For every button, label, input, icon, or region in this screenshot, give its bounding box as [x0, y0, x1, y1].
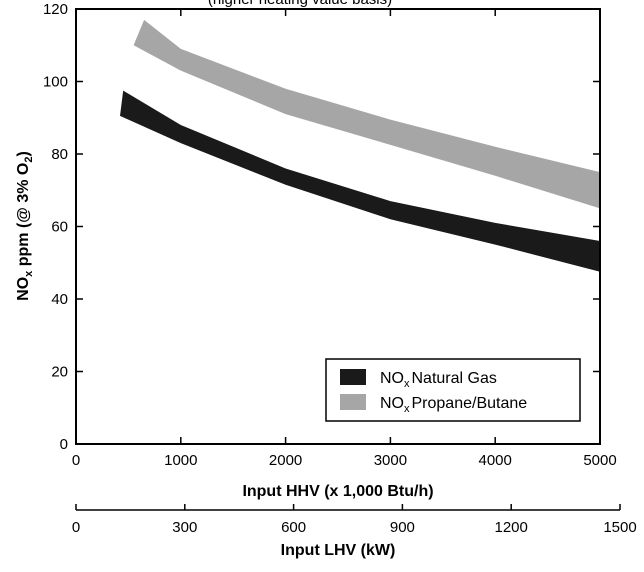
- legend-label-natural-gas: NOx Natural Gas: [380, 370, 497, 390]
- y-tick-label: 0: [60, 436, 68, 453]
- y-tick-label: 40: [51, 291, 68, 308]
- legend-box: [325, 358, 581, 422]
- y-tick-label: 60: [51, 219, 68, 236]
- x2-tick-label: 0: [72, 519, 80, 536]
- x2-tick-label: 900: [390, 519, 415, 536]
- x-tick-label: 5000: [583, 452, 616, 469]
- x-tick-label: 4000: [479, 452, 512, 469]
- x-axis-title: Input HHV (x 1,000 Btu/h): [242, 483, 433, 500]
- legend: NOx Natural Gas NOx Propane/Butane: [325, 358, 581, 422]
- y-tick-label: 80: [51, 146, 68, 163]
- y-axis: 0 20 40 60 80 100 120: [43, 1, 600, 453]
- x2-tick-label: 1500: [603, 519, 636, 536]
- x-tick-label: 1000: [164, 452, 197, 469]
- x2-tick-label: 300: [172, 519, 197, 536]
- x2-tick-label: 600: [281, 519, 306, 536]
- legend-swatch-natural-gas: [340, 369, 366, 385]
- x2-axis-title: Input LHV (kW): [281, 542, 396, 559]
- y-axis-title: NOx ppm (@ 3% O2): [15, 151, 35, 301]
- x2-tick-label: 1200: [495, 519, 528, 536]
- x-tick-label: 2000: [269, 452, 302, 469]
- band-layer: [120, 19, 600, 272]
- x-tick-label: 0: [72, 452, 80, 469]
- secondary-x-axis: 0 300 600 900 1200 1500: [72, 504, 637, 536]
- band-propane-butane: [133, 19, 600, 209]
- legend-swatch-propane-butane: [340, 394, 366, 410]
- legend-label-propane-butane: NOx Propane/Butane: [380, 395, 527, 415]
- band-natural-gas: [120, 90, 600, 272]
- y-tick-label: 20: [51, 364, 68, 381]
- x-tick-label: 3000: [374, 452, 407, 469]
- y-tick-label: 100: [43, 74, 68, 91]
- chart-top-note: (higher heating value basis): [208, 0, 392, 8]
- y-tick-label: 120: [43, 1, 68, 18]
- x-axis: 0 1000 2000 3000 4000 5000: [72, 9, 617, 469]
